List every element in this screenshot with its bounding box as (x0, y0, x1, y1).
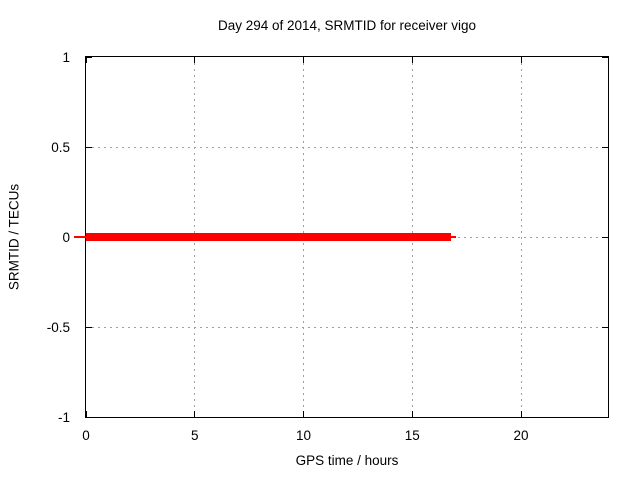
gridline-horizontal (86, 326, 608, 328)
srmtid-series-line (74, 236, 86, 238)
x-axis-label: GPS time / hours (295, 453, 399, 468)
y-tick-mark (602, 326, 608, 328)
srmtid-series-line (451, 236, 456, 238)
x-tick-label: 5 (190, 428, 199, 443)
x-tick-label: 20 (513, 428, 529, 443)
x-tick-mark (411, 411, 413, 417)
x-tick-label: 0 (82, 428, 90, 443)
plot-area (74, 56, 609, 418)
y-tick-label: -1 (57, 409, 70, 425)
srmtid-series-line (86, 233, 452, 241)
x-tick-mark (411, 57, 413, 63)
y-tick-mark (86, 326, 92, 328)
x-tick-mark (194, 57, 196, 63)
x-tick-mark (520, 411, 522, 417)
x-tick-label: 10 (295, 428, 312, 443)
y-tick-mark (602, 146, 608, 148)
y-tick-label: 1 (62, 49, 70, 65)
y-tick-mark (86, 146, 92, 148)
x-tick-label: 15 (404, 428, 420, 443)
x-tick-mark (194, 411, 196, 417)
gridline-horizontal (86, 146, 608, 148)
x-tick-mark (85, 411, 87, 417)
y-tick-mark (602, 56, 608, 58)
y-tick-mark (86, 56, 92, 58)
y-tick-label: 0 (62, 229, 70, 245)
x-tick-mark (520, 57, 522, 63)
y-tick-mark (602, 416, 608, 418)
y-tick-mark (602, 236, 608, 238)
x-tick-mark (85, 57, 87, 63)
y-tick-mark (86, 416, 92, 418)
y-tick-label: -0.5 (46, 319, 70, 335)
x-tick-mark (303, 57, 304, 63)
chart-title: Day 294 of 2014, SRMTID for receiver vig… (217, 18, 477, 33)
y-tick-label: 0.5 (51, 139, 70, 155)
x-tick-mark (303, 411, 304, 417)
